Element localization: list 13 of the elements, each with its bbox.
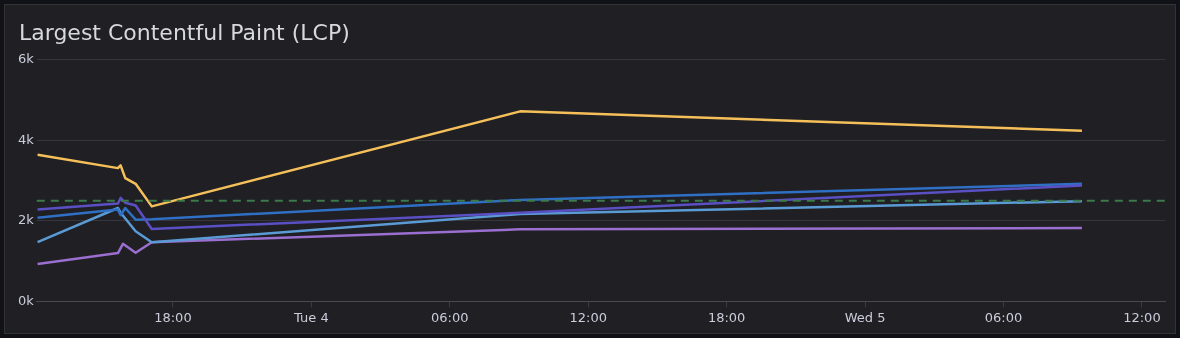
x-tick-label: 12:00 xyxy=(569,309,607,325)
x-tick-label: 06:00 xyxy=(984,309,1023,325)
x-tick-label: 18:00 xyxy=(707,309,746,325)
y-tick-label: 2k xyxy=(17,212,35,228)
x-tick-label: Wed 5 xyxy=(844,309,886,325)
x-tick-label: 18:00 xyxy=(154,309,192,325)
y-tick-label: 6k xyxy=(17,51,35,67)
chart-title: Largest Contentful Paint (LCP) xyxy=(19,20,350,45)
y-tick-label: 4k xyxy=(17,131,35,147)
x-tick-label: Tue 4 xyxy=(293,309,329,325)
y-tick-label: 0k xyxy=(17,292,35,308)
x-tick-label: 12:00 xyxy=(1123,309,1161,325)
x-tick-label: 06:00 xyxy=(431,309,469,325)
